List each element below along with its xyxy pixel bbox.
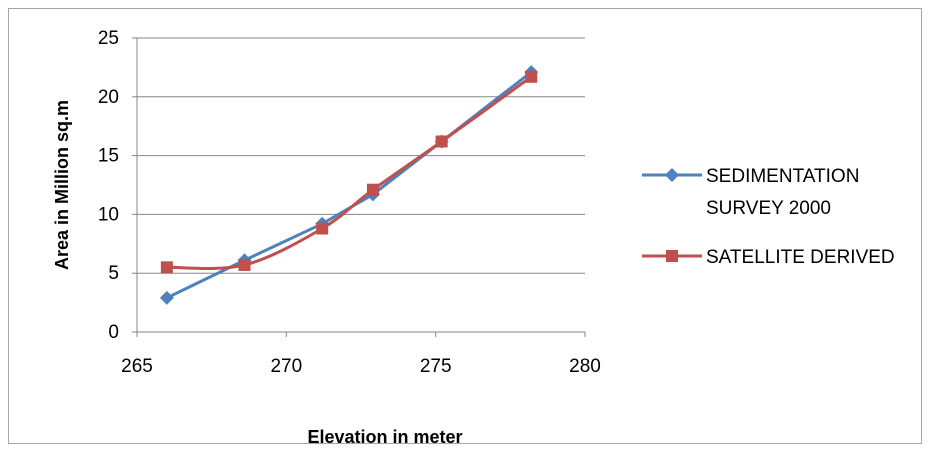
data-point bbox=[160, 261, 173, 274]
tick-labels: 0 5 10 15 20 25 265 270 275 280 bbox=[98, 28, 601, 377]
data-point bbox=[366, 183, 379, 196]
y-tick-label: 20 bbox=[98, 87, 119, 108]
y-axis-title: Area in Million sq.m bbox=[52, 100, 72, 270]
legend-swatch-marker bbox=[666, 250, 678, 262]
data-point bbox=[525, 70, 538, 83]
x-tick-label: 275 bbox=[420, 356, 452, 377]
y-tick-label: 10 bbox=[98, 204, 119, 225]
data-point bbox=[316, 222, 329, 235]
gridlines bbox=[137, 37, 585, 274]
chart-frame bbox=[8, 8, 922, 444]
legend-entry-1: SEDIMENTATION SURVEY 2000 bbox=[642, 166, 859, 219]
series-line bbox=[166, 75, 533, 270]
legend-label: SATELLITE DERIVED bbox=[706, 247, 895, 268]
legend: SEDIMENTATION SURVEY 2000 SATELLITE DERIVE… bbox=[642, 166, 895, 268]
series-2 bbox=[160, 70, 538, 274]
y-tick-label: 0 bbox=[108, 322, 119, 343]
data-point bbox=[159, 290, 174, 305]
legend-entry-2: SATELLITE DERIVED bbox=[642, 247, 895, 268]
legend-label-line: SURVEY 2000 bbox=[706, 198, 831, 219]
x-tick-label: 270 bbox=[270, 356, 302, 377]
legend-label: SEDIMENTATION SURVEY 2000 bbox=[706, 166, 859, 219]
legend-label-line: SATELLITE DERIVED bbox=[706, 247, 895, 268]
y-tick-label: 25 bbox=[98, 28, 119, 49]
y-tick-label: 5 bbox=[108, 263, 119, 284]
y-tick-label: 15 bbox=[98, 146, 119, 167]
series bbox=[159, 65, 539, 305]
x-tick-label: 280 bbox=[569, 356, 601, 377]
axes bbox=[132, 37, 586, 337]
series-line bbox=[166, 70, 533, 300]
legend-label-line: SEDIMENTATION bbox=[706, 166, 859, 187]
x-axis-title: Elevation in meter bbox=[307, 427, 462, 447]
x-tick-label: 265 bbox=[121, 356, 153, 377]
data-point bbox=[435, 135, 448, 148]
data-point bbox=[238, 258, 251, 271]
legend-swatch-marker bbox=[665, 168, 679, 182]
